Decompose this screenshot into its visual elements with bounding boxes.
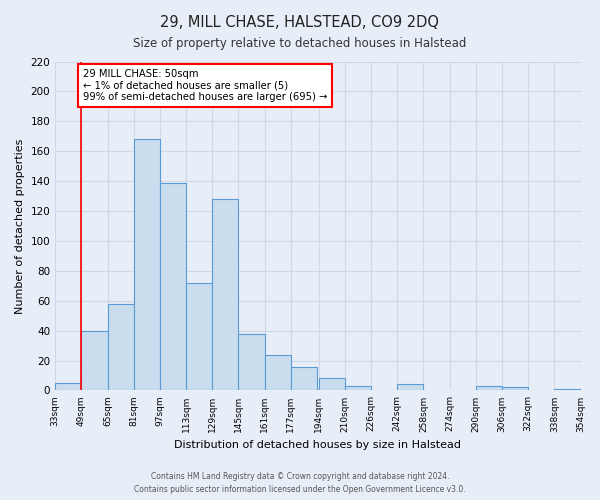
Text: 29, MILL CHASE, HALSTEAD, CO9 2DQ: 29, MILL CHASE, HALSTEAD, CO9 2DQ <box>161 15 439 30</box>
Bar <box>397 384 424 390</box>
Bar <box>134 139 160 390</box>
Bar <box>476 386 502 390</box>
Bar <box>238 334 265 390</box>
Bar <box>212 199 238 390</box>
Text: Size of property relative to detached houses in Halstead: Size of property relative to detached ho… <box>133 38 467 51</box>
Bar <box>319 378 345 390</box>
X-axis label: Distribution of detached houses by size in Halstead: Distribution of detached houses by size … <box>175 440 461 450</box>
Bar <box>82 330 107 390</box>
Bar <box>554 389 581 390</box>
Bar <box>265 354 291 390</box>
Bar <box>345 386 371 390</box>
Bar <box>502 388 528 390</box>
Bar <box>291 366 317 390</box>
Bar <box>107 304 134 390</box>
Bar <box>186 283 212 391</box>
Text: 29 MILL CHASE: 50sqm
← 1% of detached houses are smaller (5)
99% of semi-detache: 29 MILL CHASE: 50sqm ← 1% of detached ho… <box>83 69 328 102</box>
Y-axis label: Number of detached properties: Number of detached properties <box>15 138 25 314</box>
Bar <box>160 182 186 390</box>
Text: Contains HM Land Registry data © Crown copyright and database right 2024.
Contai: Contains HM Land Registry data © Crown c… <box>134 472 466 494</box>
Bar <box>55 383 82 390</box>
